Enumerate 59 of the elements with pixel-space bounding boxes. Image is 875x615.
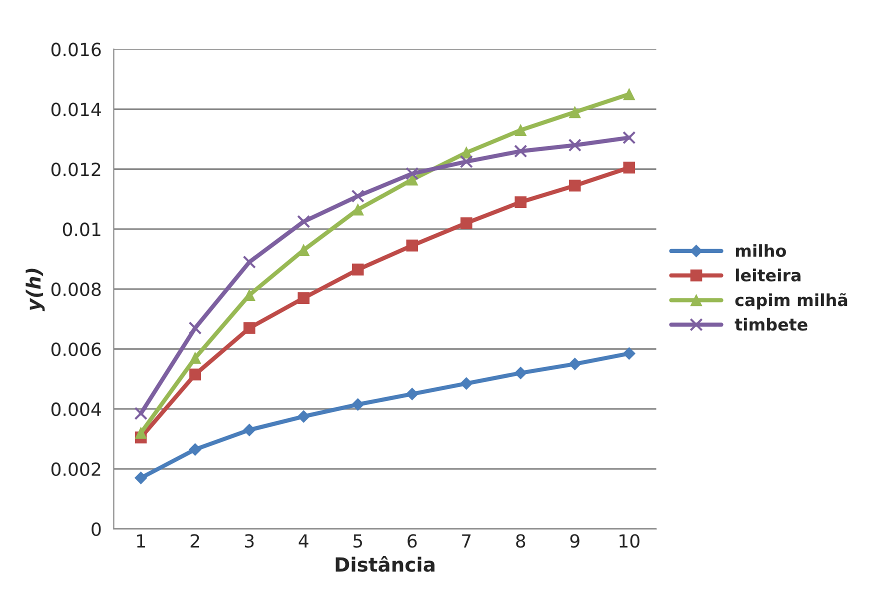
- legend-label: capim milhã: [735, 293, 848, 310]
- y-tick-label: 0.008: [51, 282, 101, 296]
- point: [298, 292, 310, 304]
- point: [514, 144, 528, 158]
- legend-label: timbete: [734, 318, 808, 331]
- y-tick-label: 0.014: [51, 102, 101, 116]
- y-tick-label: 0: [92, 522, 101, 536]
- point: [352, 264, 364, 276]
- y-tick-label: 0.004: [51, 402, 101, 416]
- y-tick-label: 0.016: [51, 42, 101, 56]
- point: [352, 398, 364, 411]
- point: [406, 240, 418, 252]
- point: [134, 472, 148, 484]
- x-tick-label: 4: [298, 534, 308, 548]
- point: [188, 321, 202, 335]
- x-axis-title: Distância: [336, 556, 434, 572]
- x-tick-label: 5: [354, 534, 362, 548]
- point: [623, 162, 636, 174]
- legend-label: leiteira: [736, 268, 800, 282]
- point: [351, 190, 364, 203]
- point: [460, 377, 473, 390]
- x-tick-label: 7: [462, 534, 471, 548]
- point: [514, 196, 527, 208]
- point: [406, 167, 419, 180]
- point: [189, 352, 202, 364]
- point: [568, 106, 581, 118]
- point: [460, 155, 473, 168]
- point: [622, 131, 636, 144]
- x-tick-label: 3: [245, 534, 254, 548]
- point: [568, 138, 582, 152]
- y-tick-label: 0.01: [62, 222, 100, 236]
- point: [134, 406, 148, 420]
- point: [188, 443, 202, 456]
- point: [460, 217, 472, 229]
- point: [297, 410, 310, 423]
- y-axis-title: y(h): [26, 268, 45, 312]
- point: [623, 88, 636, 100]
- x-tick-label: 10: [620, 534, 640, 548]
- x-tick-label: 9: [570, 534, 580, 548]
- point: [243, 322, 256, 334]
- point: [243, 424, 256, 436]
- legend-label: milho: [736, 244, 786, 258]
- x-tick-label: 6: [408, 534, 417, 548]
- point: [242, 255, 256, 269]
- point: [406, 388, 418, 400]
- point: [134, 427, 147, 439]
- point: [514, 366, 527, 380]
- y-tick-label: 0.012: [51, 162, 100, 176]
- point: [622, 347, 636, 360]
- x-tick-label: 1: [137, 534, 145, 548]
- x-tick-label: 2: [190, 534, 200, 548]
- point: [514, 124, 527, 136]
- point: [568, 358, 582, 370]
- x-tick-label: 8: [516, 534, 526, 548]
- point: [189, 368, 202, 380]
- y-tick-label: 0.002: [51, 462, 100, 476]
- point: [297, 214, 310, 228]
- point: [568, 180, 581, 192]
- y-tick-label: 0.006: [51, 342, 101, 356]
